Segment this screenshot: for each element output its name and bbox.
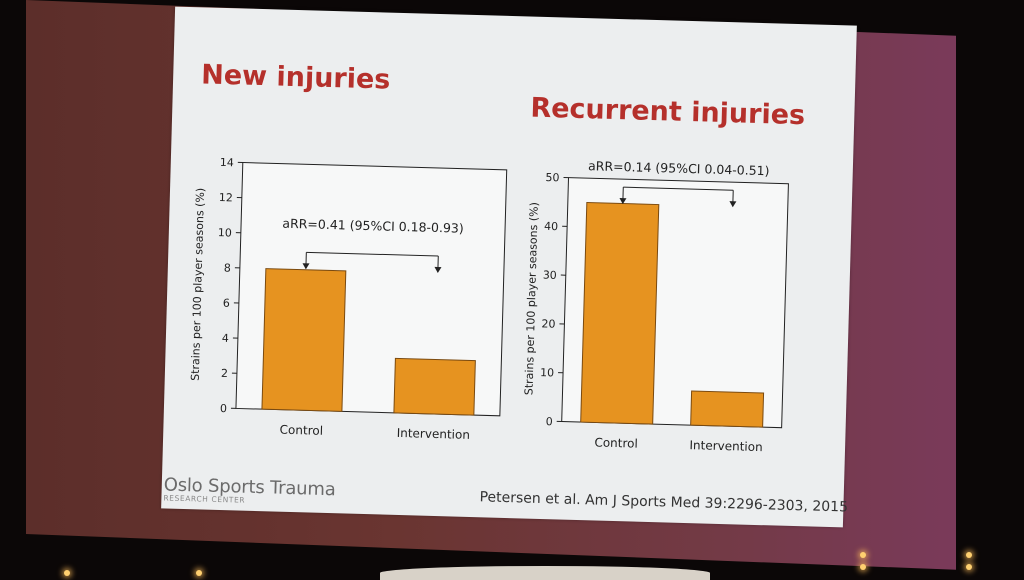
y-axis-label: Strains per 100 player seasons (%) <box>522 202 540 395</box>
left-chart-title: New injuries <box>201 59 391 95</box>
y-tick-label: 30 <box>543 269 557 282</box>
oslo-sports-trauma-logo: Oslo Sports Trauma RESEARCH CENTER <box>163 474 336 507</box>
y-tick-label: 10 <box>218 226 232 239</box>
new-injuries-chart: 0 2 4 6 8 10 12 14 Strains per 100 player season… <box>169 147 507 456</box>
aRR-annotation: aRR=0.14 (95%CI 0.04-0.51) <box>588 158 770 178</box>
citation-text: Petersen et al. Am J Sports Med 39:2296-… <box>479 489 848 515</box>
presentation-slide: New injuries Recurrent injuries 0 2 4 6 8 10 1… <box>161 7 857 528</box>
y-tick-label: 8 <box>224 261 231 274</box>
stage-light <box>64 570 70 576</box>
stage-light <box>966 552 972 558</box>
bar-intervention <box>394 358 475 415</box>
stage-floor <box>380 566 710 580</box>
bar-control <box>581 203 659 425</box>
y-tick-label: 12 <box>219 191 233 204</box>
category-label: Intervention <box>397 426 471 442</box>
right-chart-title: Recurrent injuries <box>530 93 805 132</box>
y-tick-label: 10 <box>540 366 554 379</box>
y-tick-label: 0 <box>220 402 227 415</box>
y-tick-label: 4 <box>222 332 229 345</box>
y-tick-label: 6 <box>223 297 230 310</box>
recurrent-injuries-chart: 0 10 20 30 40 50 Strains per 100 player season… <box>517 162 825 470</box>
stage-light <box>860 564 866 570</box>
y-tick-label: 50 <box>545 171 559 184</box>
stage-light <box>860 552 866 558</box>
stage-light <box>966 564 972 570</box>
category-label: Intervention <box>689 438 763 454</box>
y-tick-label: 0 <box>546 415 553 428</box>
y-axis-label: Strains per 100 player seasons (%) <box>189 188 207 381</box>
category-label: Control <box>594 435 638 450</box>
y-tick-label: 14 <box>220 156 234 169</box>
category-label: Control <box>279 423 323 438</box>
stage-light <box>196 570 202 576</box>
y-tick-label: 20 <box>541 317 555 330</box>
y-tick-label: 40 <box>544 220 558 233</box>
y-tick-label: 2 <box>221 367 228 380</box>
bar-intervention <box>691 391 764 427</box>
bar-control <box>262 269 346 412</box>
